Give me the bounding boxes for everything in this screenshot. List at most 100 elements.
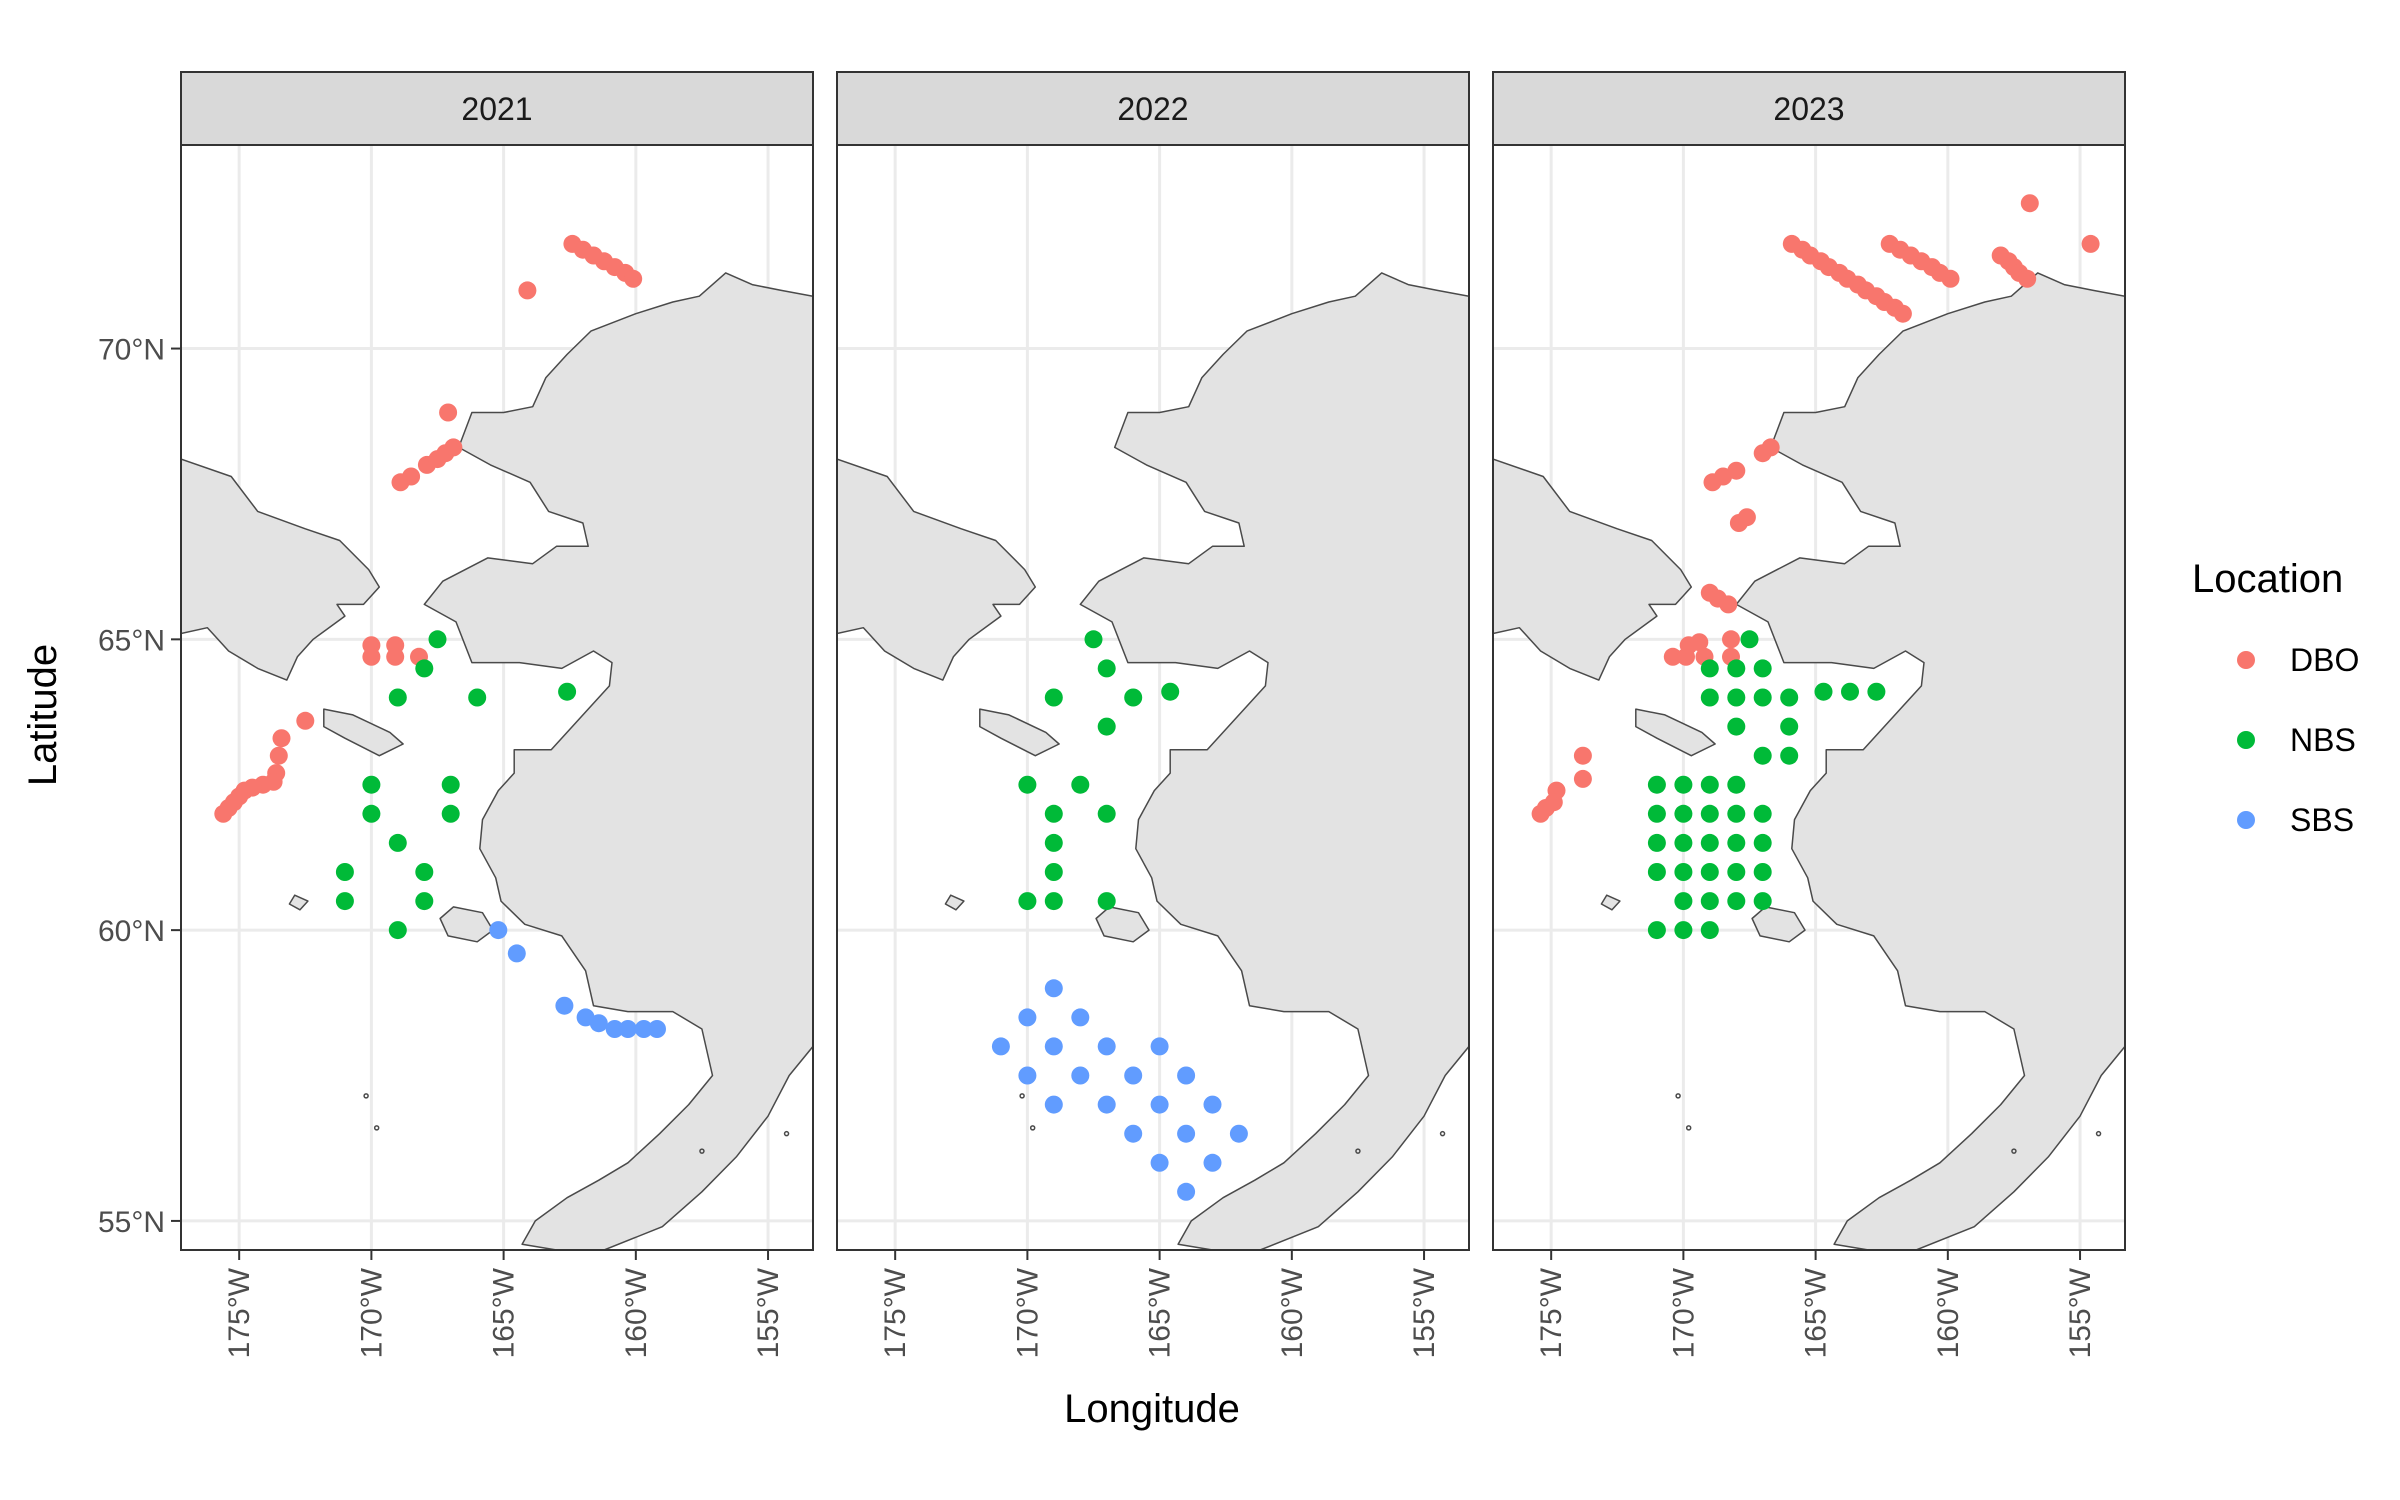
point-nbs <box>1674 775 1693 794</box>
point-nbs <box>1674 863 1693 881</box>
point-sbs <box>1150 1153 1169 1172</box>
point-nbs <box>1674 804 1693 823</box>
st-lawrence-island <box>1635 708 1716 757</box>
point-dbo <box>1573 769 1592 788</box>
islet <box>2095 1130 2102 1137</box>
legend-key-sbs <box>2237 811 2255 829</box>
point-nbs <box>1071 775 1090 794</box>
point-nbs <box>1780 688 1799 707</box>
point-dbo <box>1690 633 1709 652</box>
islet <box>1685 1125 1692 1131</box>
point-sbs <box>1150 1095 1169 1114</box>
facet-strip-label: 2022 <box>1117 91 1188 127</box>
point-sbs <box>1177 1066 1196 1085</box>
point-dbo <box>1719 595 1738 614</box>
point-dbo <box>272 729 291 748</box>
map-panel-2022: 2022 175°W 170°W 165°W 160°W 155°W <box>836 71 1470 1358</box>
point-nbs <box>1018 775 1037 794</box>
st-matthew-island <box>944 894 965 911</box>
point-sbs <box>1071 1066 1090 1085</box>
point-nbs <box>1044 688 1063 707</box>
point-nbs <box>1674 892 1693 911</box>
nunivak-island <box>1095 906 1150 943</box>
x-tick-label: 175°W <box>879 1267 912 1358</box>
point-sbs <box>589 1014 608 1033</box>
point-nbs <box>1867 682 1886 701</box>
point-sbs <box>634 1020 653 1038</box>
point-sbs <box>648 1020 666 1038</box>
point-dbo <box>1727 461 1746 480</box>
point-nbs <box>1727 717 1746 736</box>
point-dbo <box>1737 508 1756 527</box>
point-dbo <box>296 711 315 730</box>
point-nbs <box>1700 804 1719 823</box>
point-nbs <box>1700 659 1719 678</box>
point-sbs <box>1018 1008 1037 1027</box>
legend-label: NBS <box>2290 722 2356 758</box>
point-nbs <box>1018 892 1037 911</box>
map-panel-2021: 2021 175°W 170°W 165°W 160°W 155°W <box>180 71 814 1358</box>
x-axis-title: Longitude <box>1064 1387 1240 1431</box>
x-tick-label: 170°W <box>355 1267 388 1358</box>
point-nbs <box>1647 833 1666 852</box>
point-dbo <box>624 269 643 288</box>
point-nbs <box>558 682 577 701</box>
point-nbs <box>1740 630 1759 649</box>
point-nbs <box>1753 659 1772 678</box>
nunivak-island <box>1751 906 1806 943</box>
point-nbs <box>415 892 434 911</box>
alaska-landmass <box>1735 272 2125 1250</box>
point-nbs <box>1700 833 1719 852</box>
point-nbs <box>415 659 434 678</box>
point-dbo <box>1531 804 1550 823</box>
legend-key-nbs <box>2237 731 2255 749</box>
point-nbs <box>1780 717 1799 736</box>
point-sbs <box>1229 1124 1248 1143</box>
point-nbs <box>1044 804 1063 823</box>
point-nbs <box>1097 892 1116 911</box>
point-sbs <box>507 944 526 963</box>
alaska-landmass <box>423 272 813 1250</box>
x-tick-label: 160°W <box>620 1267 653 1358</box>
point-dbo <box>1761 438 1780 457</box>
x-tick-label: 160°W <box>1932 1267 1965 1358</box>
islet <box>1675 1093 1681 1099</box>
facet-strip <box>180 71 814 146</box>
facet-strip <box>1492 71 2126 146</box>
point-nbs <box>428 630 447 649</box>
point-nbs <box>1753 863 1772 881</box>
islet <box>1355 1148 1361 1154</box>
point-nbs <box>1647 921 1666 940</box>
st-matthew-island <box>1600 894 1621 911</box>
point-dbo <box>2081 234 2100 253</box>
point-nbs <box>1753 833 1772 852</box>
point-sbs <box>555 996 574 1015</box>
st-lawrence-island <box>323 708 404 757</box>
point-nbs <box>1753 688 1772 707</box>
point-nbs <box>1700 863 1719 881</box>
point-nbs <box>1097 717 1116 736</box>
point-sbs <box>618 1020 637 1038</box>
point-nbs <box>1727 775 1746 794</box>
point-dbo <box>402 467 421 486</box>
point-nbs <box>1161 682 1180 701</box>
point-dbo <box>1941 269 1960 288</box>
y-tick-label: 70°N <box>98 334 165 367</box>
point-sbs <box>1150 1037 1169 1056</box>
map-panel-2023: 2023 175°W 170°W 165°W 160°W 155°W <box>1492 71 2126 1358</box>
legend-title: Location <box>2192 557 2343 601</box>
point-sbs <box>991 1037 1010 1056</box>
point-nbs <box>1674 921 1693 940</box>
point-sbs <box>1124 1066 1143 1085</box>
point-nbs <box>1727 863 1746 881</box>
point-dbo <box>362 647 381 666</box>
alaska-landmass <box>1079 272 1469 1250</box>
point-nbs <box>441 804 460 823</box>
x-tick-label: 155°W <box>752 1267 785 1358</box>
islet <box>783 1130 790 1137</box>
y-tick-label: 60°N <box>98 915 165 948</box>
point-sbs <box>1097 1095 1116 1114</box>
facet-strip-label: 2021 <box>461 91 532 127</box>
facet-strip-label: 2023 <box>1773 91 1844 127</box>
y-tick-label: 55°N <box>98 1206 165 1239</box>
